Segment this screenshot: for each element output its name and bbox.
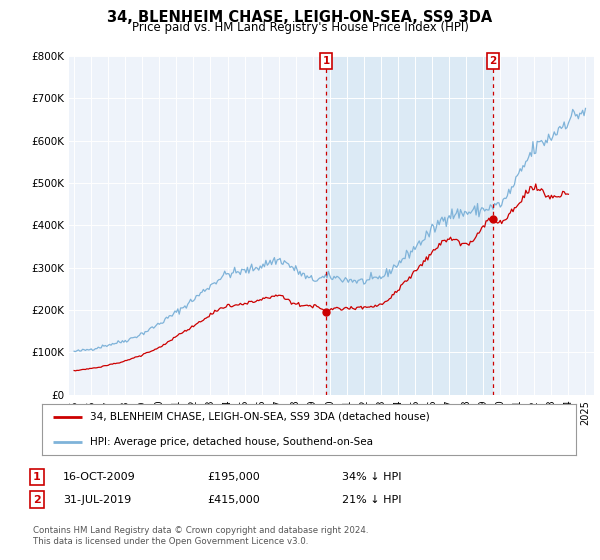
Text: Contains HM Land Registry data © Crown copyright and database right 2024.
This d: Contains HM Land Registry data © Crown c… [33, 526, 368, 546]
Text: 2: 2 [33, 494, 41, 505]
Text: 21% ↓ HPI: 21% ↓ HPI [342, 494, 401, 505]
Text: 16-OCT-2009: 16-OCT-2009 [63, 472, 136, 482]
Text: 31-JUL-2019: 31-JUL-2019 [63, 494, 131, 505]
Text: 34, BLENHEIM CHASE, LEIGH-ON-SEA, SS9 3DA: 34, BLENHEIM CHASE, LEIGH-ON-SEA, SS9 3D… [107, 10, 493, 25]
Text: 34% ↓ HPI: 34% ↓ HPI [342, 472, 401, 482]
Text: 2: 2 [490, 56, 497, 66]
Text: £415,000: £415,000 [207, 494, 260, 505]
Text: 1: 1 [323, 56, 330, 66]
Text: Price paid vs. HM Land Registry's House Price Index (HPI): Price paid vs. HM Land Registry's House … [131, 21, 469, 34]
Bar [326, 56, 493, 395]
Text: £195,000: £195,000 [207, 472, 260, 482]
Text: 1: 1 [33, 472, 41, 482]
Text: 34, BLENHEIM CHASE, LEIGH-ON-SEA, SS9 3DA (detached house): 34, BLENHEIM CHASE, LEIGH-ON-SEA, SS9 3D… [90, 412, 430, 422]
Text: HPI: Average price, detached house, Southend-on-Sea: HPI: Average price, detached house, Sout… [90, 437, 373, 447]
